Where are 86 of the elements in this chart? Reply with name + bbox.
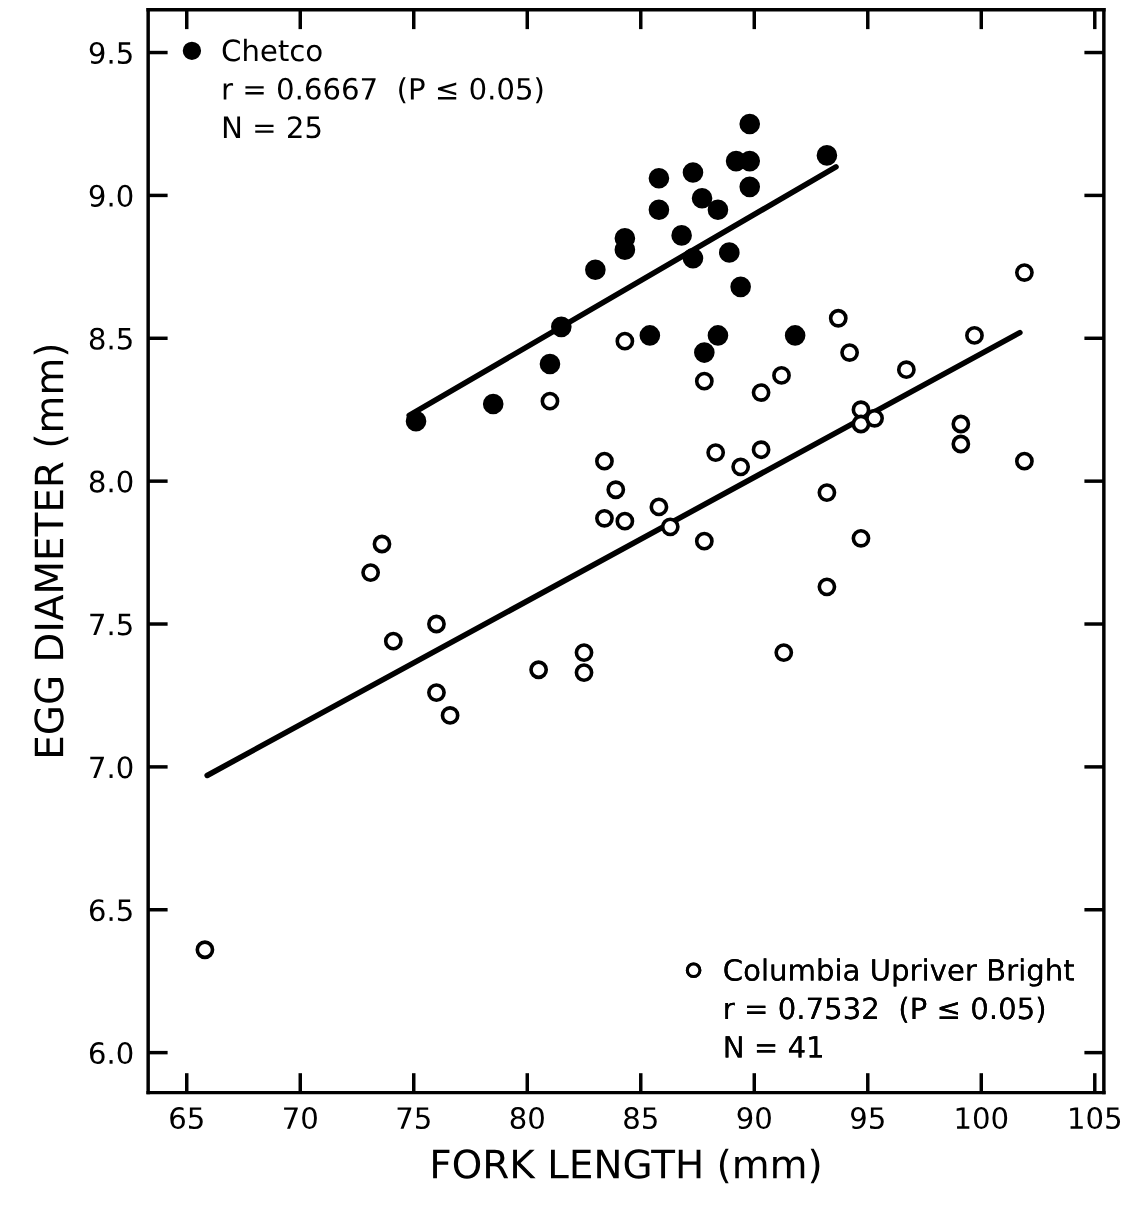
point bbox=[539, 353, 561, 375]
point bbox=[615, 331, 635, 351]
point bbox=[751, 383, 771, 402]
point bbox=[551, 316, 572, 338]
point bbox=[1014, 263, 1034, 282]
y-axis-title: EGG DIAMETER (mm) bbox=[33, 345, 69, 756]
point bbox=[574, 663, 594, 683]
point bbox=[529, 660, 549, 680]
y-tick-label: 9.0 bbox=[89, 184, 133, 207]
point bbox=[951, 414, 971, 434]
point bbox=[648, 199, 670, 221]
point bbox=[784, 325, 806, 346]
annotation: N = 41 bbox=[725, 1036, 822, 1058]
point bbox=[751, 440, 771, 460]
point bbox=[671, 225, 692, 246]
point bbox=[739, 176, 761, 198]
point bbox=[851, 528, 871, 548]
point bbox=[865, 408, 884, 428]
x-tick-label: 95 bbox=[851, 1107, 884, 1130]
x-tick-label: 75 bbox=[397, 1107, 430, 1130]
point bbox=[615, 511, 635, 531]
point bbox=[691, 187, 713, 209]
x-tick-label: 85 bbox=[624, 1107, 657, 1130]
point bbox=[817, 483, 837, 502]
annotation: r = 0.7532 (P ≤ 0.05) bbox=[725, 996, 1045, 1023]
point bbox=[595, 508, 614, 528]
legend-label: Columbia Upriver Bright bbox=[724, 958, 1074, 987]
point bbox=[730, 276, 751, 298]
point bbox=[649, 497, 669, 517]
point bbox=[427, 683, 446, 703]
point bbox=[851, 414, 871, 434]
y-tick-label: 8.0 bbox=[89, 470, 133, 493]
point bbox=[606, 480, 626, 500]
point bbox=[707, 325, 729, 346]
point bbox=[718, 242, 740, 263]
point bbox=[816, 145, 838, 166]
point bbox=[482, 393, 504, 415]
point bbox=[195, 940, 215, 960]
point bbox=[739, 113, 761, 135]
point bbox=[694, 371, 714, 391]
x-tick-label: 90 bbox=[737, 1107, 771, 1130]
point bbox=[694, 531, 714, 551]
point bbox=[896, 360, 916, 380]
y-tick-label: 9.5 bbox=[89, 41, 132, 65]
y-tick-label: 7.5 bbox=[90, 613, 132, 636]
point bbox=[706, 443, 726, 462]
point bbox=[372, 534, 392, 554]
point bbox=[707, 199, 729, 221]
point bbox=[660, 517, 680, 537]
annotation: N = 25 bbox=[223, 116, 321, 139]
point bbox=[965, 326, 984, 345]
x-tick-label: 65 bbox=[170, 1107, 203, 1130]
annotation: r = 0.6667 (P ≤ 0.05) bbox=[223, 77, 543, 104]
x-axis-title: FORK LENGTH (mm) bbox=[433, 1148, 820, 1184]
x-tick-label: 105 bbox=[1070, 1107, 1121, 1130]
point bbox=[828, 308, 848, 328]
point bbox=[682, 247, 704, 269]
point bbox=[540, 391, 560, 411]
x-tick-label: 80 bbox=[510, 1107, 544, 1130]
y-tick-label: 7.0 bbox=[90, 756, 133, 779]
point bbox=[427, 614, 446, 634]
y-tick-label: 8.5 bbox=[89, 327, 132, 350]
point bbox=[817, 577, 837, 597]
point bbox=[774, 643, 794, 663]
point bbox=[595, 451, 614, 471]
y-tick-label: 6.0 bbox=[89, 1042, 133, 1065]
point bbox=[772, 366, 791, 385]
point bbox=[574, 643, 594, 663]
point bbox=[648, 167, 670, 189]
point bbox=[405, 410, 427, 432]
point bbox=[739, 150, 761, 172]
point bbox=[361, 563, 381, 582]
x-tick-label: 70 bbox=[284, 1107, 317, 1130]
point bbox=[731, 457, 751, 477]
point bbox=[383, 631, 403, 651]
y-tick-label: 6.5 bbox=[89, 899, 132, 922]
legend-label: Chetco bbox=[222, 38, 322, 62]
point bbox=[639, 325, 661, 346]
point bbox=[951, 434, 971, 454]
point bbox=[840, 343, 860, 362]
point bbox=[682, 162, 704, 183]
x-tick-label: 100 bbox=[956, 1107, 1008, 1130]
point bbox=[694, 342, 715, 363]
point bbox=[1014, 451, 1034, 471]
point bbox=[585, 259, 606, 281]
point bbox=[440, 706, 460, 725]
